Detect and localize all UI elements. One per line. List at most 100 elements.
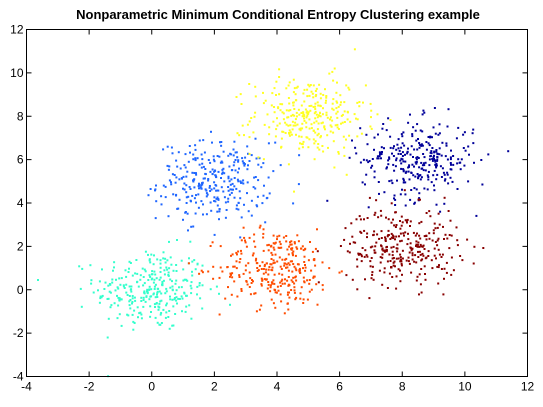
data-point	[231, 272, 234, 275]
data-point	[414, 254, 417, 257]
data-point	[218, 208, 221, 211]
data-point	[160, 312, 163, 314]
data-point	[301, 146, 304, 149]
data-point	[235, 204, 238, 207]
data-point	[409, 198, 412, 201]
data-point	[154, 296, 157, 299]
data-point	[137, 285, 140, 288]
data-point	[281, 282, 284, 285]
data-point	[308, 94, 311, 97]
data-point	[440, 176, 443, 178]
data-point	[276, 285, 279, 288]
data-point	[357, 253, 360, 256]
data-point	[236, 156, 239, 159]
data-point	[175, 289, 178, 292]
data-point	[92, 291, 95, 294]
data-point	[240, 249, 242, 252]
data-point	[378, 151, 381, 154]
data-point	[118, 313, 121, 316]
data-point	[295, 279, 298, 282]
data-point	[182, 175, 185, 178]
data-point	[421, 164, 424, 167]
data-point	[269, 284, 272, 287]
data-point	[159, 262, 162, 265]
data-point	[274, 253, 277, 256]
data-point	[296, 247, 299, 250]
data-point	[239, 180, 242, 183]
data-point	[473, 245, 476, 248]
data-point	[167, 168, 170, 171]
data-point	[445, 261, 448, 264]
data-point	[312, 96, 315, 99]
data-point	[287, 109, 290, 112]
data-point	[198, 272, 201, 275]
data-point	[292, 254, 294, 257]
data-point	[400, 262, 403, 265]
data-point	[275, 80, 278, 83]
data-point	[287, 308, 290, 311]
data-point	[299, 127, 302, 130]
data-point	[211, 173, 214, 176]
data-point	[159, 276, 162, 279]
data-point	[450, 149, 452, 152]
data-point	[396, 143, 399, 146]
data-point	[154, 273, 157, 276]
data-point	[267, 268, 270, 271]
data-point	[168, 165, 171, 168]
data-point	[307, 83, 310, 86]
data-point	[169, 278, 172, 281]
data-point	[114, 289, 117, 292]
data-point	[238, 261, 241, 264]
data-point	[302, 249, 305, 252]
data-point	[377, 216, 380, 219]
data-point	[252, 131, 255, 134]
data-point	[411, 254, 414, 257]
data-point	[272, 120, 275, 123]
data-point	[155, 302, 158, 305]
data-point	[170, 183, 173, 186]
data-point	[318, 148, 321, 151]
data-point	[337, 105, 340, 108]
data-point	[193, 197, 196, 200]
data-point	[402, 160, 405, 163]
data-point	[421, 130, 424, 133]
data-point	[332, 140, 335, 143]
data-point	[423, 164, 426, 167]
data-point	[256, 262, 259, 265]
data-point	[250, 117, 253, 119]
data-point	[125, 275, 128, 278]
data-point	[234, 169, 237, 172]
data-point	[233, 265, 236, 268]
data-point	[262, 91, 264, 94]
data-point	[172, 269, 175, 272]
data-point	[110, 304, 113, 307]
data-point	[446, 125, 449, 128]
data-point	[373, 176, 376, 179]
data-point	[147, 253, 149, 256]
data-point	[107, 317, 110, 320]
data-point	[256, 205, 259, 208]
data-point	[376, 233, 379, 236]
data-point	[423, 235, 426, 238]
data-point	[228, 165, 231, 168]
data-point	[314, 95, 317, 98]
data-point	[212, 265, 215, 268]
data-point	[164, 185, 167, 188]
data-point	[206, 193, 209, 196]
data-point	[398, 235, 400, 238]
data-point	[235, 267, 238, 270]
data-point	[390, 202, 393, 205]
data-point	[294, 267, 297, 270]
data-point	[273, 273, 276, 276]
data-point	[199, 186, 202, 189]
data-point	[262, 272, 265, 275]
data-point	[178, 286, 180, 289]
data-point	[357, 252, 360, 255]
data-point	[313, 158, 316, 161]
data-point	[175, 193, 178, 196]
data-point	[197, 206, 200, 209]
data-point	[272, 259, 275, 262]
data-point	[437, 212, 440, 215]
data-point	[384, 249, 387, 252]
data-point	[405, 170, 408, 173]
